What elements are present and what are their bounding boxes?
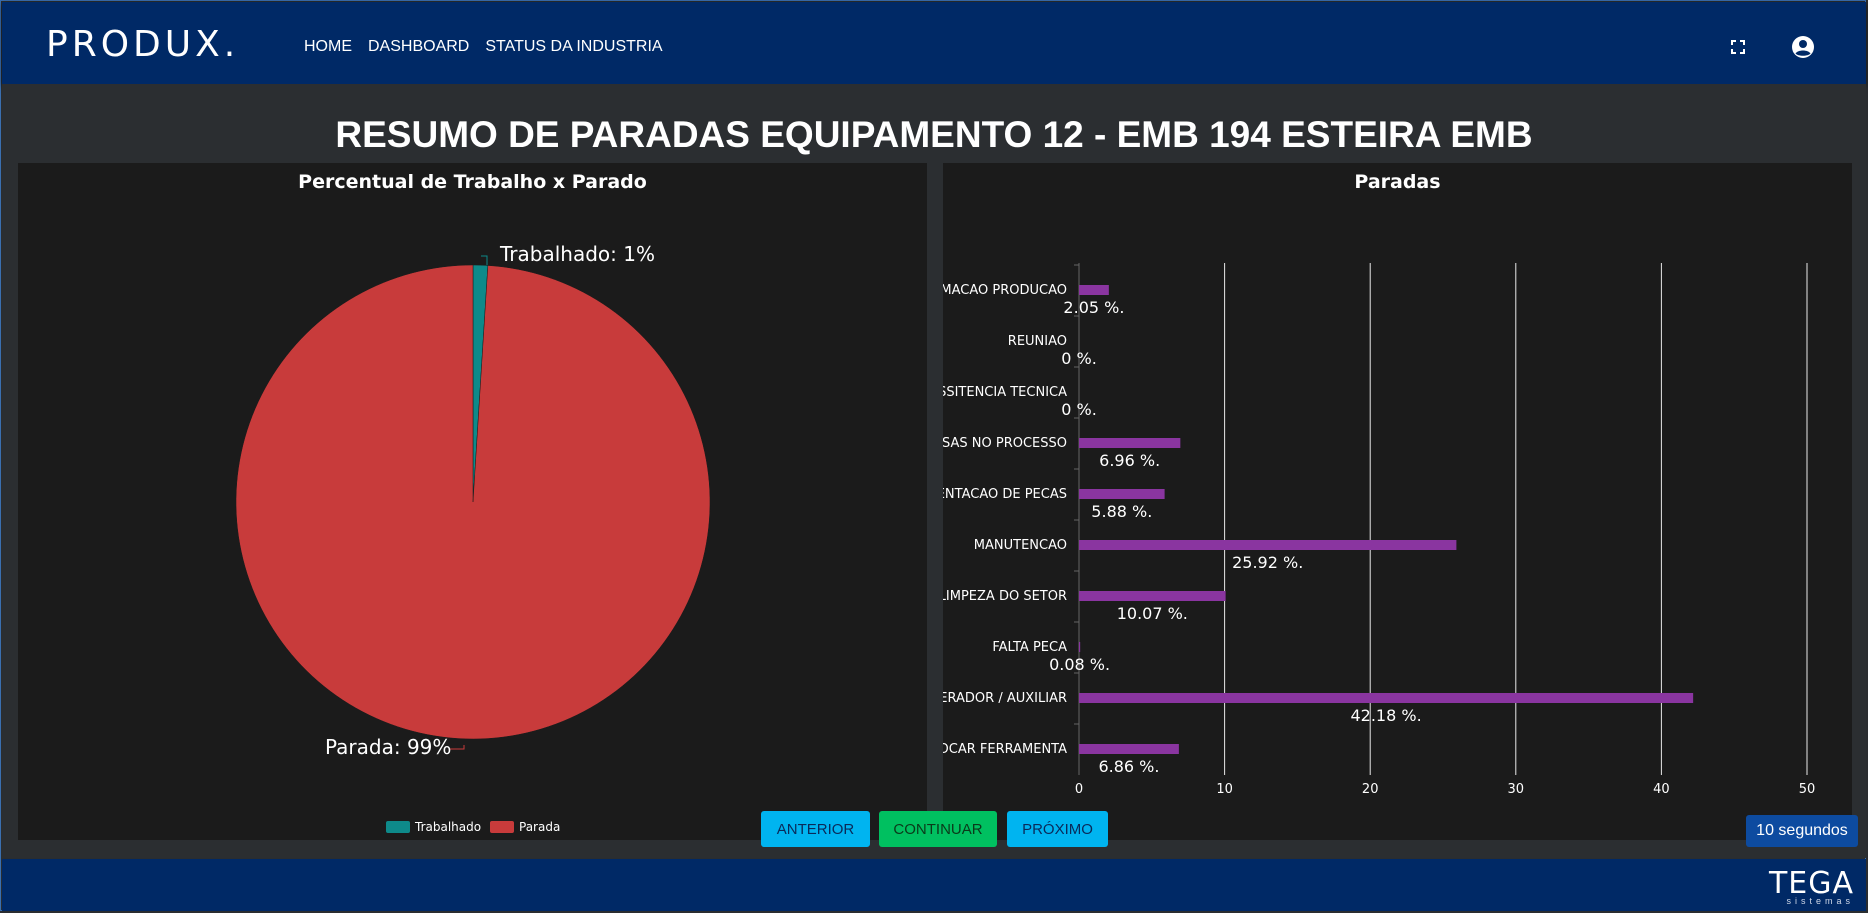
bar-3[interactable]: [1079, 438, 1181, 448]
pie-label-line-parada: [449, 745, 465, 750]
bar-5[interactable]: [1079, 540, 1457, 550]
anterior-button[interactable]: ANTERIOR: [761, 811, 870, 847]
pie-slice-parada[interactable]: [235, 264, 711, 740]
bar-chart-panel: Paradas AMACAO PRODUCAO REUNIAO SSITENCIA …: [943, 163, 1852, 840]
bar-data-label: 10.07 %.: [1117, 604, 1188, 623]
pie-label-line-trabalhado: [481, 255, 488, 265]
continuar-button[interactable]: CONTINUAR: [879, 811, 997, 847]
tega-logo-subtitle: sistemas: [1786, 896, 1854, 906]
pie-label-trabalhado: Trabalhado: 1%: [499, 242, 655, 266]
nav-dashboard[interactable]: DASHBOARD: [368, 38, 470, 55]
bar-7[interactable]: [1079, 642, 1081, 652]
nav-status-da-industria[interactable]: STATUS DA INDUSTRIA: [485, 38, 663, 55]
bar-9[interactable]: [1079, 744, 1179, 754]
fullscreen-icon[interactable]: [1727, 36, 1749, 58]
pie-chart-title: Percentual de Trabalho x Parado: [298, 171, 647, 193]
bar-4[interactable]: [1079, 489, 1165, 499]
top-navbar: PRODUX. HOME DASHBOARD STATUS DA INDUSTR…: [2, 2, 1866, 84]
bar-x-tick-label: 10: [1216, 782, 1233, 797]
legend-swatch-parada[interactable]: [490, 821, 514, 833]
produx-logo[interactable]: PRODUX.: [46, 24, 240, 65]
page-title: RESUMO DE PARADAS EQUIPAMENTO 12 - EMB 1…: [335, 114, 1533, 155]
bar-data-label: 0.08 %.: [1049, 655, 1110, 674]
bar-x-tick-label: 0: [1075, 782, 1083, 797]
main-nav: HOME DASHBOARD STATUS DA INDUSTRIA: [304, 38, 663, 56]
bar-6[interactable]: [1079, 591, 1226, 601]
account-circle-icon[interactable]: [1790, 34, 1816, 60]
countdown-timer-badge: 10 segundos: [1746, 815, 1858, 847]
bar-x-tick-label: 50: [1799, 782, 1816, 797]
bar-data-label: 25.92 %.: [1232, 553, 1303, 572]
bar-category-label: REUNIAO: [1008, 334, 1067, 349]
bar-category-label: LIMPEZA DO SETOR: [943, 589, 1067, 604]
bar-data-label: 5.88 %.: [1091, 502, 1152, 521]
bar-data-label: 6.86 %.: [1098, 757, 1159, 776]
tega-logo: TEGA: [1768, 866, 1854, 901]
nav-home[interactable]: HOME: [304, 38, 352, 55]
bar-category-label: RSAS NO PROCESSO: [943, 436, 1067, 451]
bar-chart-title: Paradas: [1354, 171, 1441, 193]
bar-category-label: MENTACAO DE PECAS: [943, 487, 1067, 502]
bar-category-label: FALTA PECA: [992, 640, 1067, 655]
bar-data-label: 6.96 %.: [1099, 451, 1160, 470]
bar-data-label: 42.18 %.: [1350, 706, 1421, 725]
bar-8[interactable]: [1079, 693, 1694, 703]
bar-data-label: 0 %.: [1061, 400, 1097, 419]
bar-x-tick-label: 20: [1362, 782, 1379, 797]
bar-category-label: AMACAO PRODUCAO: [943, 283, 1067, 298]
bar-chart-svg: AMACAO PRODUCAO REUNIAO SSITENCIA TECNICA R…: [943, 263, 1816, 797]
bar-category-label: ROCAR FERRAMENTA: [943, 742, 1067, 757]
bar-data-label: 2.05 %.: [1063, 298, 1124, 317]
bar-category-label: PERADOR / AUXILIAR: [943, 691, 1067, 706]
pie-label-parada: Parada: 99%: [325, 735, 451, 759]
bar-category-label: SSITENCIA TECNICA: [943, 385, 1067, 400]
bar-x-tick-label: 30: [1508, 782, 1525, 797]
legend-swatch-trabalhado[interactable]: [386, 821, 410, 833]
pie-chart-svg: Trabalhado: 1% Parada: 99% Trabalhado Pa…: [235, 242, 711, 834]
pie-chart-panel: Percentual de Trabalho x Parado Trabalha…: [18, 163, 927, 840]
bar-0[interactable]: [1079, 285, 1109, 295]
bar-category-label: MANUTENCAO: [974, 538, 1067, 553]
legend-label-parada[interactable]: Parada: [519, 820, 560, 834]
proximo-button[interactable]: PRÓXIMO: [1007, 811, 1108, 847]
bar-x-tick-label: 40: [1653, 782, 1670, 797]
legend-label-trabalhado[interactable]: Trabalhado: [414, 820, 481, 834]
footer-bar: [2, 859, 1866, 911]
bar-data-label: 0 %.: [1061, 349, 1097, 368]
